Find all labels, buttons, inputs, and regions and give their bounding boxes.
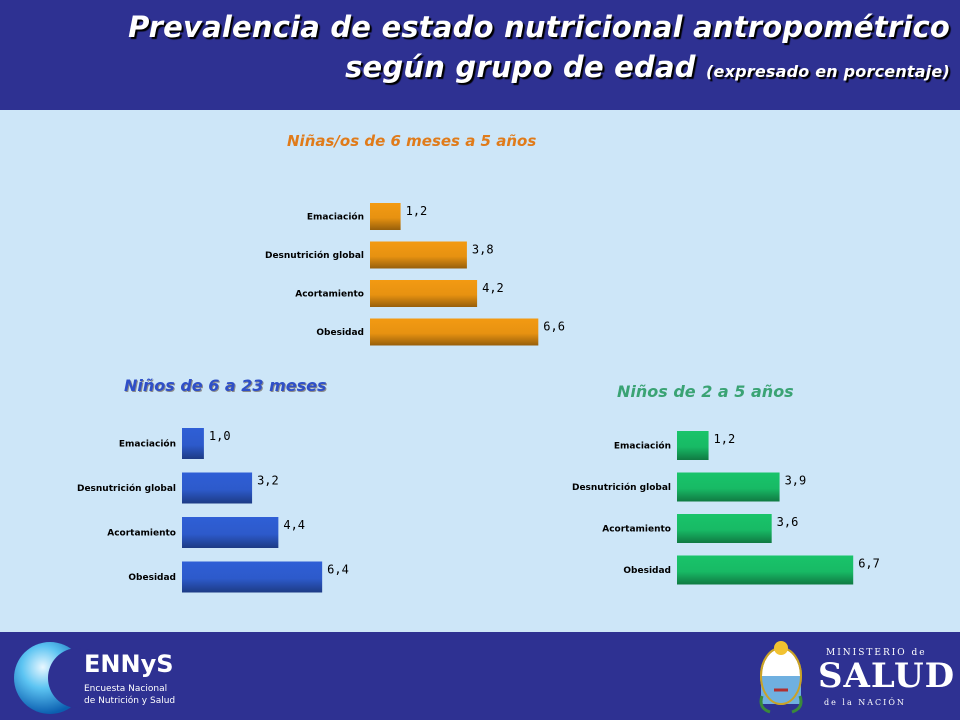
ennys-subtitle-line1: Encuesta Nacional	[84, 684, 168, 694]
category-label-children-2-5y-1: Emaciación	[614, 441, 671, 452]
ministry-top-text: MINISTERIO de	[826, 648, 927, 658]
bar-children-6m-5y-1	[370, 203, 401, 230]
value-label-children-6-23m-4: 6,4	[327, 563, 349, 577]
bar-children-6-23m-4	[182, 561, 323, 593]
value-label-children-6m-5y-4: 6,6	[543, 320, 565, 334]
bar-children-6-23m-3	[182, 517, 279, 548]
value-label-children-6-23m-3: 4,4	[283, 518, 305, 532]
category-label-children-6-23m-4: Obesidad	[128, 573, 176, 583]
bar-children-6m-5y-2	[370, 241, 467, 269]
category-label-children-6m-5y-4: Obesidad	[316, 328, 364, 338]
category-label-children-6m-5y-3: Acortamiento	[295, 290, 364, 300]
chart-children-6m-5y: Emaciación 1,2 Desnutrición global 3,8 Acort…	[265, 203, 565, 346]
bar-children-2-5y-1	[677, 431, 709, 460]
category-label-children-2-5y-3: Acortamiento	[602, 525, 671, 535]
ministry-bottom-text: de la NACIÓN	[824, 698, 906, 707]
category-label-children-2-5y-4: Obesidad	[623, 566, 671, 576]
bar-children-2-5y-2	[677, 472, 780, 502]
value-label-children-6-23m-2: 3,2	[257, 474, 279, 488]
bar-children-6-23m-2	[182, 472, 253, 504]
bar-children-2-5y-4	[677, 555, 854, 585]
category-label-children-6m-5y-1: Emaciación	[307, 212, 364, 223]
ennys-logo	[14, 642, 108, 714]
category-label-children-6m-5y-2: Desnutrición global	[265, 250, 364, 261]
bar-children-6m-5y-4	[370, 318, 539, 346]
chart-title-children-6-23m: Niños de 6 a 23 meses	[124, 376, 327, 395]
category-label-children-2-5y-2: Desnutrición global	[572, 482, 671, 493]
chart-children-2-5y: Emaciación 1,2 Desnutrición global 3,9 Acort…	[572, 431, 880, 585]
value-label-children-6-23m-1: 1,0	[209, 429, 231, 443]
ennys-subtitle-line2: de Nutrición y Salud	[84, 696, 176, 706]
bar-children-6m-5y-3	[370, 280, 478, 307]
ministry-name: SALUD	[818, 656, 956, 696]
chart-title-children-2-5y: Niños de 2 a 5 años	[617, 382, 794, 401]
bar-children-2-5y-3	[677, 514, 772, 543]
page-title-line1: Prevalencia de estado nutricional antrop…	[128, 10, 950, 44]
value-label-children-2-5y-1: 1,2	[714, 432, 736, 446]
page-title-note: (expresado en porcentaje)	[706, 62, 950, 81]
page-title-main: según grupo de edad	[345, 50, 696, 84]
chart-title-children-6m-5y: Niñas/os de 6 meses a 5 años	[287, 132, 537, 150]
header-banner: Prevalencia de estado nutricional antrop…	[0, 0, 960, 110]
category-label-children-6-23m-3: Acortamiento	[107, 529, 176, 539]
category-label-children-6-23m-1: Emaciación	[119, 439, 176, 450]
value-label-children-6m-5y-3: 4,2	[482, 281, 504, 295]
value-label-children-2-5y-4: 6,7	[858, 557, 880, 571]
category-label-children-6-23m-2: Desnutrición global	[77, 483, 176, 494]
national-seal-icon	[759, 641, 803, 714]
value-label-children-2-5y-3: 3,6	[777, 515, 799, 529]
value-label-children-2-5y-2: 3,9	[785, 474, 807, 488]
ennys-name: ENNyS	[84, 650, 174, 678]
bar-children-6-23m-1	[182, 428, 204, 459]
value-label-children-6m-5y-1: 1,2	[406, 204, 428, 218]
page-title-line2: según grupo de edad (expresado en porcen…	[345, 50, 950, 84]
chart-children-6-23m: Emaciación 1,0 Desnutrición global 3,2 Acort…	[77, 428, 349, 593]
value-label-children-6m-5y-2: 3,8	[472, 243, 494, 257]
